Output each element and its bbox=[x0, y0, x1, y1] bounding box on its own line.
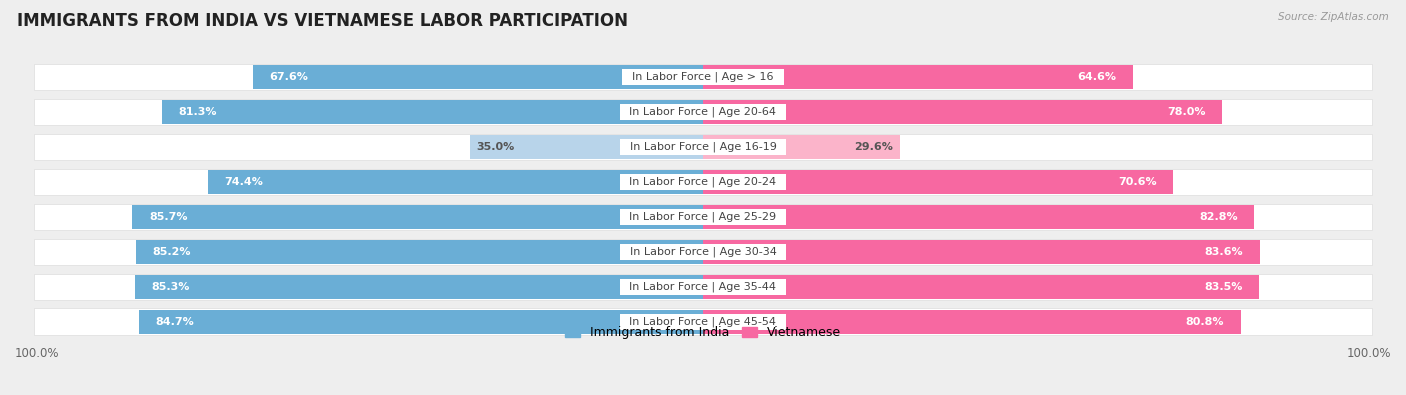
Text: In Labor Force | Age 20-64: In Labor Force | Age 20-64 bbox=[623, 107, 783, 117]
Text: 84.7%: 84.7% bbox=[156, 317, 194, 327]
Text: In Labor Force | Age 20-24: In Labor Force | Age 20-24 bbox=[623, 177, 783, 187]
Text: Source: ZipAtlas.com: Source: ZipAtlas.com bbox=[1278, 12, 1389, 22]
Bar bbox=[162, 100, 703, 124]
Bar bbox=[132, 205, 703, 229]
Text: 82.8%: 82.8% bbox=[1199, 212, 1237, 222]
Legend: Immigrants from India, Vietnamese: Immigrants from India, Vietnamese bbox=[560, 321, 846, 344]
Text: 74.4%: 74.4% bbox=[225, 177, 263, 187]
Bar bbox=[703, 240, 1260, 264]
Text: 81.3%: 81.3% bbox=[179, 107, 217, 117]
Text: In Labor Force | Age 45-54: In Labor Force | Age 45-54 bbox=[623, 316, 783, 327]
Bar bbox=[34, 308, 1372, 335]
Bar bbox=[470, 135, 703, 159]
Text: 64.6%: 64.6% bbox=[1077, 72, 1116, 82]
Text: 85.7%: 85.7% bbox=[149, 212, 187, 222]
Text: 67.6%: 67.6% bbox=[270, 72, 308, 82]
Bar bbox=[34, 239, 1372, 265]
Bar bbox=[703, 65, 1133, 89]
Text: 85.3%: 85.3% bbox=[152, 282, 190, 292]
Bar bbox=[253, 65, 703, 89]
Bar bbox=[135, 275, 703, 299]
Bar bbox=[139, 310, 703, 334]
Text: 35.0%: 35.0% bbox=[477, 142, 515, 152]
Text: In Labor Force | Age > 16: In Labor Force | Age > 16 bbox=[626, 72, 780, 83]
Text: 70.6%: 70.6% bbox=[1118, 177, 1156, 187]
Text: In Labor Force | Age 16-19: In Labor Force | Age 16-19 bbox=[623, 142, 783, 152]
Text: In Labor Force | Age 25-29: In Labor Force | Age 25-29 bbox=[623, 212, 783, 222]
Bar bbox=[703, 100, 1222, 124]
Text: 29.6%: 29.6% bbox=[855, 142, 893, 152]
Bar bbox=[34, 134, 1372, 160]
Text: 85.2%: 85.2% bbox=[152, 247, 191, 257]
Bar bbox=[703, 135, 900, 159]
Bar bbox=[34, 169, 1372, 195]
Bar bbox=[136, 240, 703, 264]
Bar bbox=[34, 99, 1372, 126]
Text: In Labor Force | Age 35-44: In Labor Force | Age 35-44 bbox=[623, 282, 783, 292]
Text: 80.8%: 80.8% bbox=[1185, 317, 1225, 327]
Text: 78.0%: 78.0% bbox=[1167, 107, 1205, 117]
Text: 83.5%: 83.5% bbox=[1204, 282, 1243, 292]
Bar bbox=[703, 310, 1241, 334]
Text: 83.6%: 83.6% bbox=[1205, 247, 1243, 257]
Bar bbox=[34, 274, 1372, 300]
Bar bbox=[703, 170, 1173, 194]
Text: IMMIGRANTS FROM INDIA VS VIETNAMESE LABOR PARTICIPATION: IMMIGRANTS FROM INDIA VS VIETNAMESE LABO… bbox=[17, 12, 628, 30]
Bar bbox=[703, 205, 1254, 229]
Text: In Labor Force | Age 30-34: In Labor Force | Age 30-34 bbox=[623, 246, 783, 257]
Bar bbox=[34, 64, 1372, 90]
Bar bbox=[208, 170, 703, 194]
Bar bbox=[34, 204, 1372, 230]
Bar bbox=[703, 275, 1258, 299]
